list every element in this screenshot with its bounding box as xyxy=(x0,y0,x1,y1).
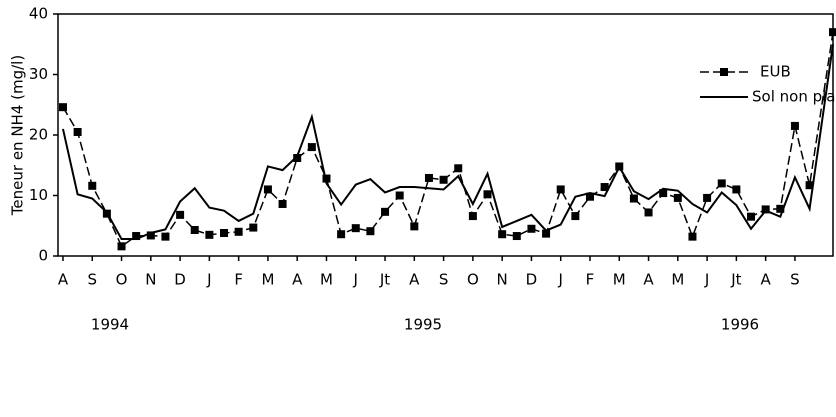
marker xyxy=(424,173,433,182)
marker xyxy=(776,204,785,213)
x-tick-label: D xyxy=(526,271,538,289)
marker xyxy=(571,212,580,221)
marker xyxy=(688,232,697,241)
x-tick-label: A xyxy=(643,271,654,289)
plot-frame xyxy=(57,13,834,257)
y-tick-label: 0 xyxy=(38,247,48,265)
marker xyxy=(805,181,814,190)
marker xyxy=(717,179,726,188)
x-tick-label: A xyxy=(292,271,303,289)
y-tick-label: 10 xyxy=(29,186,48,204)
x-tick-label: S xyxy=(439,271,449,289)
marker xyxy=(439,175,448,184)
marker xyxy=(381,207,390,216)
marker xyxy=(395,191,404,200)
marker xyxy=(263,185,272,194)
x-tick-label: M xyxy=(671,271,684,289)
marker xyxy=(58,103,67,112)
marker xyxy=(366,227,375,236)
marker xyxy=(673,193,682,202)
marker xyxy=(293,153,302,162)
marker xyxy=(190,225,199,234)
marker xyxy=(351,224,360,233)
marker xyxy=(220,229,229,238)
x-tick-label: A xyxy=(58,271,69,289)
x-tick-label: M xyxy=(613,271,626,289)
legend-marker xyxy=(720,68,728,76)
x-tick-label: A xyxy=(761,271,772,289)
marker xyxy=(644,208,653,217)
marker xyxy=(556,185,565,194)
marker xyxy=(659,189,668,198)
marker xyxy=(790,121,799,130)
x-tick-label: S xyxy=(87,271,97,289)
marker xyxy=(176,210,185,219)
marker xyxy=(278,199,287,208)
marker xyxy=(527,224,536,233)
y-axis-label: Teneur en NH4 (mg/l) xyxy=(9,55,27,216)
marker xyxy=(117,242,126,251)
marker xyxy=(205,230,214,239)
marker xyxy=(234,227,243,236)
marker xyxy=(468,212,477,221)
x-tick-label: M xyxy=(261,271,274,289)
x-tick-label: J xyxy=(704,271,709,289)
legend-label: Sol non planté xyxy=(752,88,836,106)
y-tick-label: 30 xyxy=(29,65,48,83)
marker xyxy=(542,229,551,238)
marker xyxy=(732,185,741,194)
marker xyxy=(307,143,316,152)
x-tick-label: A xyxy=(409,271,420,289)
marker xyxy=(747,212,756,221)
marker xyxy=(483,190,492,199)
y-tick-label: 40 xyxy=(29,5,48,23)
marker xyxy=(249,223,258,232)
series-line xyxy=(62,44,834,241)
x-tick-label: N xyxy=(497,271,508,289)
x-tick-label: J xyxy=(353,271,358,289)
marker xyxy=(322,174,331,183)
x-tick-label: O xyxy=(467,271,479,289)
year-label: 1996 xyxy=(721,316,759,334)
x-tick-label: D xyxy=(174,271,186,289)
year-label: 1994 xyxy=(91,316,129,334)
marker xyxy=(132,232,141,241)
x-tick-label: Jt xyxy=(730,271,741,289)
x-tick-label: J xyxy=(206,271,211,289)
marker xyxy=(600,183,609,192)
marker xyxy=(761,205,770,214)
marker xyxy=(73,127,82,136)
marker xyxy=(454,164,463,173)
marker xyxy=(498,230,507,239)
legend-label: EUB xyxy=(760,63,791,81)
marker xyxy=(585,192,594,201)
marker xyxy=(829,28,836,37)
x-tick-label: F xyxy=(234,271,243,289)
x-tick-label: M xyxy=(320,271,333,289)
x-tick-label: J xyxy=(557,271,562,289)
x-tick-label: F xyxy=(586,271,595,289)
marker xyxy=(512,232,521,241)
marker xyxy=(337,230,346,239)
marker xyxy=(703,193,712,202)
marker xyxy=(146,231,155,240)
x-tick-label: O xyxy=(116,271,128,289)
x-tick-label: S xyxy=(790,271,800,289)
y-tick-label: 20 xyxy=(29,126,48,144)
marker xyxy=(410,222,419,231)
year-label: 1995 xyxy=(404,316,442,334)
x-tick-label: Jt xyxy=(379,271,390,289)
marker xyxy=(88,181,97,190)
marker xyxy=(629,194,638,203)
x-tick-label: N xyxy=(145,271,156,289)
marker xyxy=(161,232,170,241)
